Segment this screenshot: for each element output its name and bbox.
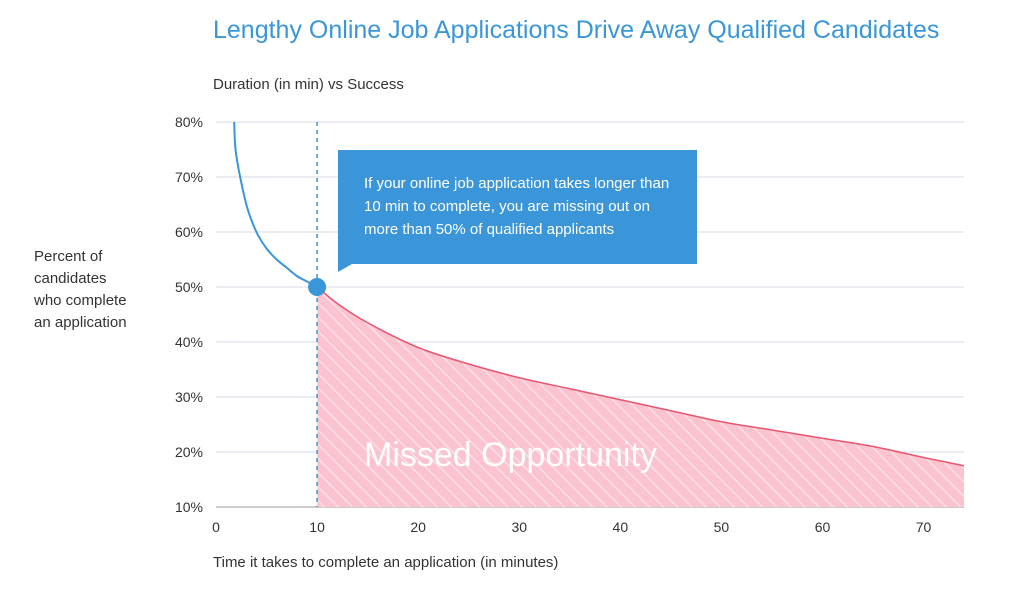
y-tick-label: 10%: [175, 499, 203, 515]
x-tick-label: 20: [410, 519, 426, 535]
x-tick-label: 30: [511, 519, 527, 535]
callout-text: If your online job application takes lon…: [364, 172, 684, 241]
threshold-point: [308, 278, 326, 296]
x-tick-label: 60: [815, 519, 831, 535]
y-tick-label: 80%: [175, 114, 203, 130]
y-tick-label: 50%: [175, 279, 203, 295]
missed-opportunity-label: Missed Opportunity: [364, 436, 657, 475]
x-tick-label: 10: [309, 519, 325, 535]
y-tick-label: 30%: [175, 389, 203, 405]
y-tick-label: 70%: [175, 169, 203, 185]
x-axis-label: Time it takes to complete an application…: [213, 554, 558, 571]
x-tick-label: 40: [613, 519, 629, 535]
curve-before-threshold: [234, 122, 317, 287]
y-tick-label: 20%: [175, 444, 203, 460]
x-tick-label: 0: [212, 519, 220, 535]
y-tick-label: 60%: [175, 224, 203, 240]
x-tick-label: 50: [714, 519, 730, 535]
x-tick-label: 70: [916, 519, 932, 535]
callout-box: If your online job application takes lon…: [338, 150, 697, 264]
y-tick-label: 40%: [175, 334, 203, 350]
